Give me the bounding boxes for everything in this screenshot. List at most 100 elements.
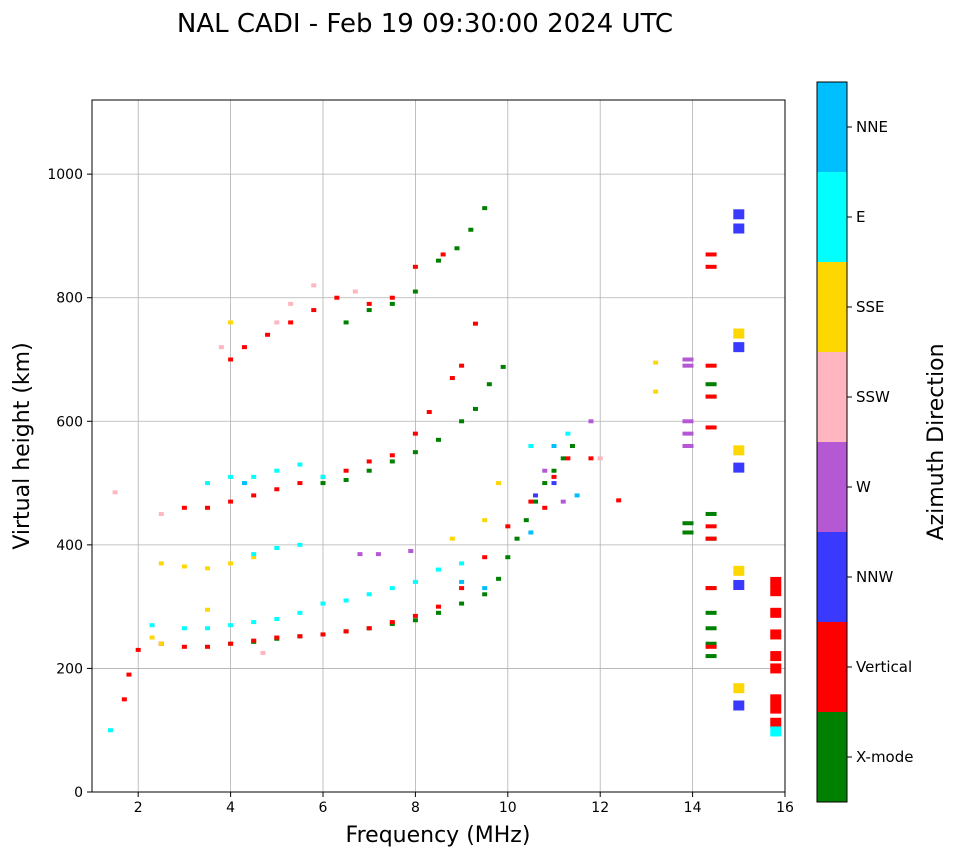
data-point [389, 301, 395, 306]
data-point [389, 295, 395, 300]
data-point [482, 586, 488, 591]
data-point [528, 530, 534, 535]
data-point [616, 498, 622, 503]
data-point [500, 364, 506, 369]
data-point [408, 549, 414, 554]
chart-title: NAL CADI - Feb 19 09:30:00 2024 UTC [177, 9, 673, 39]
colorbar-label-item: W [856, 478, 871, 496]
data-point [551, 468, 557, 473]
data-point [528, 444, 534, 448]
data-point [523, 518, 529, 523]
data-point [505, 555, 511, 560]
data-point [486, 382, 492, 387]
data-point [468, 227, 474, 232]
data-point [265, 332, 271, 337]
data-point [542, 481, 548, 486]
data-point [436, 610, 441, 615]
data-point [228, 561, 234, 566]
data-point [482, 518, 488, 523]
colorbar-label-item: NNE [856, 118, 888, 136]
data-point [366, 308, 372, 313]
data-marks [107, 206, 782, 737]
data-point [412, 579, 418, 584]
data-point [705, 641, 717, 646]
data-point [705, 626, 717, 631]
data-point [426, 410, 432, 415]
colorbar-label-item: E [856, 208, 865, 226]
data-point [260, 650, 266, 655]
x-tick-label: 14 [684, 800, 702, 816]
data-point [496, 481, 502, 486]
data-point [320, 474, 326, 479]
data-point [705, 264, 717, 269]
data-point [514, 536, 520, 541]
data-point [228, 474, 234, 479]
data-point [574, 493, 580, 498]
data-point [181, 564, 187, 569]
data-point [343, 320, 349, 325]
data-point [733, 462, 745, 473]
data-point [733, 700, 745, 711]
data-point [733, 565, 745, 576]
data-point [733, 223, 745, 234]
data-point [528, 499, 534, 504]
data-point [251, 552, 257, 557]
series-nnw [533, 209, 745, 711]
data-point [251, 493, 257, 498]
data-point [343, 468, 349, 473]
data-point [551, 474, 557, 479]
colorbar-label-item: SSW [856, 388, 890, 406]
series-x-mode [228, 206, 717, 659]
y-tick-label: 1000 [47, 167, 83, 183]
data-point [181, 505, 187, 510]
data-point [274, 635, 280, 640]
data-point [436, 258, 441, 263]
data-point [412, 289, 418, 294]
data-point [533, 493, 539, 498]
data-point [565, 431, 571, 436]
data-point [682, 363, 694, 368]
data-point [412, 450, 418, 455]
data-point [158, 641, 164, 646]
colorbar-label-item: NNW [856, 568, 893, 586]
data-point [569, 444, 575, 448]
data-point [320, 632, 326, 637]
series-e [107, 431, 782, 737]
data-point [459, 363, 465, 368]
data-point [588, 456, 594, 461]
data-point [705, 536, 717, 541]
data-point [334, 295, 340, 300]
data-point [560, 499, 566, 504]
data-point [705, 654, 717, 659]
data-point [389, 620, 395, 625]
x-tick-label: 8 [411, 800, 420, 816]
data-point [705, 524, 717, 529]
data-point [459, 586, 465, 591]
data-point [228, 623, 234, 628]
data-point [112, 490, 118, 495]
data-point [288, 320, 294, 325]
data-point [412, 264, 418, 269]
data-point [770, 586, 782, 597]
data-point [705, 252, 717, 257]
data-point [682, 431, 694, 436]
data-point [482, 555, 488, 560]
data-point [565, 456, 571, 461]
data-point [459, 579, 465, 584]
data-point [218, 345, 224, 350]
data-point [320, 601, 326, 606]
data-point [682, 530, 694, 535]
x-tick-label: 4 [226, 800, 235, 816]
colorbar-label-item: X-mode [856, 748, 913, 766]
data-point [436, 437, 441, 442]
colorbar-swatch [817, 712, 847, 802]
data-point [449, 536, 455, 541]
data-point [121, 697, 127, 702]
data-point [149, 635, 155, 640]
grid [92, 100, 786, 793]
data-point [389, 459, 395, 464]
data-point [733, 683, 745, 694]
y-tick-label: 200 [56, 661, 83, 677]
data-point [297, 634, 303, 639]
data-point [770, 651, 782, 662]
